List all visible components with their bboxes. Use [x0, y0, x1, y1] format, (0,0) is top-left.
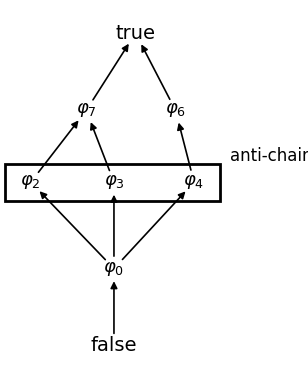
Text: true: true: [116, 24, 156, 43]
Text: $\varphi_6$: $\varphi_6$: [165, 102, 186, 119]
Text: $\varphi_3$: $\varphi_3$: [103, 173, 124, 191]
Text: false: false: [91, 336, 137, 355]
Text: anti-chain: anti-chain: [230, 148, 308, 165]
Text: $\varphi_7$: $\varphi_7$: [76, 102, 97, 119]
Text: $\varphi_2$: $\varphi_2$: [21, 173, 41, 191]
Bar: [5, 164, 220, 201]
Text: $\varphi_0$: $\varphi_0$: [103, 260, 124, 277]
Text: $\varphi_4$: $\varphi_4$: [184, 173, 205, 191]
